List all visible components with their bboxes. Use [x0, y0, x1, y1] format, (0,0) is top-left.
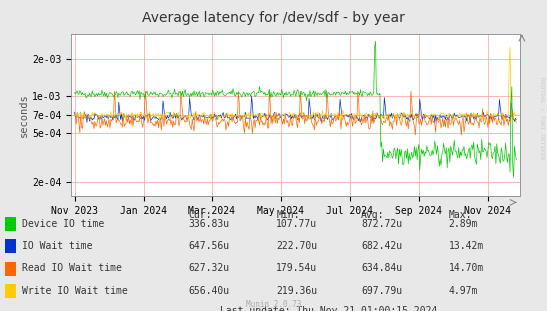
Text: Max:: Max:: [449, 210, 472, 220]
Y-axis label: seconds: seconds: [19, 93, 29, 137]
Text: RRDTOOL / TOBI OETIKER: RRDTOOL / TOBI OETIKER: [539, 77, 544, 160]
Text: 4.97m: 4.97m: [449, 286, 478, 296]
Text: 627.32u: 627.32u: [189, 263, 230, 273]
Text: 682.42u: 682.42u: [361, 241, 402, 251]
Text: 634.84u: 634.84u: [361, 263, 402, 273]
Text: Cur:: Cur:: [189, 210, 212, 220]
Text: Munin 2.0.73: Munin 2.0.73: [246, 300, 301, 309]
Text: Write IO Wait time: Write IO Wait time: [22, 286, 127, 296]
Text: 179.54u: 179.54u: [276, 263, 317, 273]
Text: IO Wait time: IO Wait time: [22, 241, 92, 251]
Text: 2.89m: 2.89m: [449, 219, 478, 229]
Text: Avg:: Avg:: [361, 210, 385, 220]
Text: Average latency for /dev/sdf - by year: Average latency for /dev/sdf - by year: [142, 11, 405, 25]
Text: 13.42m: 13.42m: [449, 241, 484, 251]
Text: 336.83u: 336.83u: [189, 219, 230, 229]
Text: Read IO Wait time: Read IO Wait time: [22, 263, 122, 273]
Text: 107.77u: 107.77u: [276, 219, 317, 229]
Text: 647.56u: 647.56u: [189, 241, 230, 251]
Text: Device IO time: Device IO time: [22, 219, 104, 229]
Text: Last update: Thu Nov 21 01:00:15 2024: Last update: Thu Nov 21 01:00:15 2024: [219, 306, 437, 311]
Text: Min:: Min:: [276, 210, 300, 220]
Text: 219.36u: 219.36u: [276, 286, 317, 296]
Text: 14.70m: 14.70m: [449, 263, 484, 273]
Text: 656.40u: 656.40u: [189, 286, 230, 296]
Text: 222.70u: 222.70u: [276, 241, 317, 251]
Text: 872.72u: 872.72u: [361, 219, 402, 229]
Text: 697.79u: 697.79u: [361, 286, 402, 296]
